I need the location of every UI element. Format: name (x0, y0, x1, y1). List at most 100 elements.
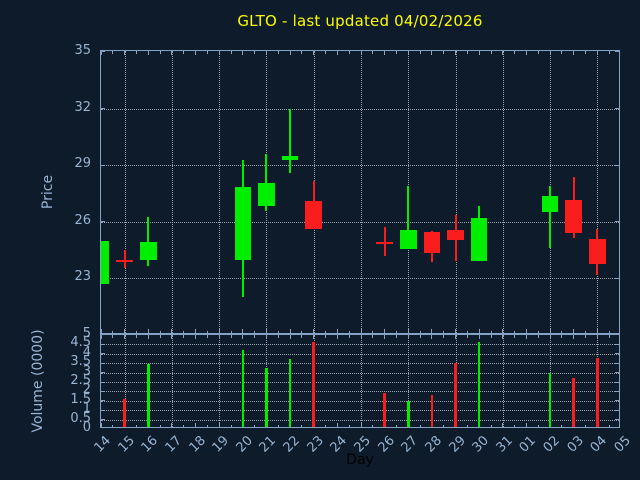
day-tick-mark-bottom (443, 330, 445, 333)
day-tick-mark-bottom (537, 424, 539, 427)
volume-bar (477, 341, 481, 427)
volume-gridline (101, 410, 619, 412)
day-tick-mark-top (573, 335, 575, 339)
day-tick-mark-top (549, 51, 551, 55)
day-tick-mark-bottom (289, 329, 291, 333)
day-tick-mark-top (242, 51, 244, 55)
day-tick-mark-bottom (561, 424, 563, 427)
day-tick-mark-top (159, 51, 161, 54)
day-tick-mark-bottom (206, 424, 208, 427)
day-gridline (219, 335, 221, 427)
day-tick-mark-bottom (171, 423, 173, 427)
candle-body (589, 238, 606, 265)
volume-tick-label: 2 (82, 382, 91, 398)
day-tick-mark-bottom (514, 330, 516, 333)
candle-wick (289, 109, 292, 173)
day-tick-mark-bottom (466, 330, 468, 333)
day-tick-mark-bottom (407, 329, 409, 333)
day-gridline (361, 335, 362, 427)
day-tick-mark-top (112, 335, 114, 338)
day-tick-mark-top (419, 51, 421, 54)
day-tick-mark-bottom (443, 424, 445, 427)
day-tick-mark-top (478, 51, 480, 55)
price-axis-label: Price (40, 174, 56, 210)
price-tick-mark-left (101, 108, 105, 110)
day-tick-mark-bottom (301, 330, 303, 333)
day-tick-mark-bottom (242, 329, 244, 333)
day-tick-mark-top (360, 51, 362, 55)
day-tick-mark-top (254, 51, 256, 54)
day-tick-mark-top (124, 335, 126, 339)
day-tick-mark-bottom (490, 424, 492, 427)
day-tick-mark-top (301, 335, 303, 338)
day-gridline (597, 51, 599, 333)
day-tick-mark-bottom (466, 424, 468, 427)
day-tick-mark-top (419, 335, 421, 338)
day-tick-mark-bottom (585, 424, 587, 427)
day-tick-mark-top (101, 335, 102, 339)
volume-tick-mark-left (101, 419, 105, 421)
day-tick-mark-top (608, 335, 610, 338)
volume-bar (265, 367, 268, 427)
day-tick-mark-bottom (596, 329, 598, 333)
day-tick-mark-top (466, 335, 468, 338)
day-tick-mark-top (490, 51, 492, 54)
price-gridline (101, 221, 619, 223)
day-tick-mark-bottom (360, 329, 362, 333)
day-gridline (124, 335, 126, 427)
chart-title: GLTO - last updated 04/02/2026 (237, 12, 483, 30)
day-tick-mark-top (336, 51, 338, 55)
day-tick-mark-top (431, 51, 433, 55)
day-tick-mark-top (230, 335, 232, 338)
day-tick-mark-bottom (112, 330, 114, 333)
day-tick-mark-top (254, 335, 256, 338)
price-tick-mark-left (101, 51, 105, 53)
day-tick-mark-bottom (135, 424, 137, 427)
day-tick-mark-top (525, 51, 527, 55)
day-tick-mark-top (230, 51, 232, 54)
day-tick-mark-bottom (514, 424, 516, 427)
volume-bar (147, 364, 150, 427)
volume-bar (407, 400, 410, 427)
candle-body (423, 232, 441, 253)
volume-tick-label: 1.5 (70, 391, 91, 407)
day-gridline (171, 335, 173, 427)
day-tick-mark-bottom (478, 329, 480, 333)
volume-tick-mark-right (615, 409, 619, 411)
volume-bar (288, 359, 292, 427)
day-tick-mark-top (124, 51, 126, 55)
volume-tick-mark-right (615, 381, 619, 383)
day-tick-mark-top (549, 335, 551, 339)
volume-tick-mark-right (615, 390, 619, 392)
candle-body (234, 186, 252, 261)
day-tick-mark-bottom (348, 424, 350, 427)
day-tick-mark-top (195, 335, 197, 339)
day-tick-mark-top (490, 335, 492, 338)
candle-body (281, 155, 299, 161)
day-gridline (455, 51, 457, 333)
day-tick-mark-bottom (159, 424, 161, 427)
day-tick-mark-bottom (101, 423, 102, 427)
price-tick-mark-left (101, 221, 105, 223)
day-tick-mark-top (525, 335, 527, 339)
day-tick-mark-top (455, 335, 457, 339)
day-tick-mark-bottom (277, 424, 279, 427)
day-tick-mark-bottom (419, 424, 421, 427)
day-tick-mark-bottom (336, 329, 338, 333)
day-gridline (502, 335, 504, 427)
volume-tick-mark-right (615, 343, 619, 345)
day-tick-mark-top (348, 51, 350, 54)
day-tick-mark-top (395, 51, 397, 54)
volume-tick-label: 0.5 (70, 410, 91, 426)
day-tick-mark-bottom (218, 329, 220, 333)
day-tick-mark-bottom (206, 330, 208, 333)
volume-tick-mark-right (615, 362, 619, 364)
candle-wick (123, 250, 126, 268)
volume-plot-area (101, 335, 619, 427)
day-gridline (124, 51, 126, 333)
day-tick-mark-bottom (159, 330, 161, 333)
price-tick-mark-right (615, 164, 619, 166)
volume-gridline (101, 382, 619, 383)
day-tick-mark-top (277, 51, 279, 54)
day-tick-mark-bottom (585, 330, 587, 333)
